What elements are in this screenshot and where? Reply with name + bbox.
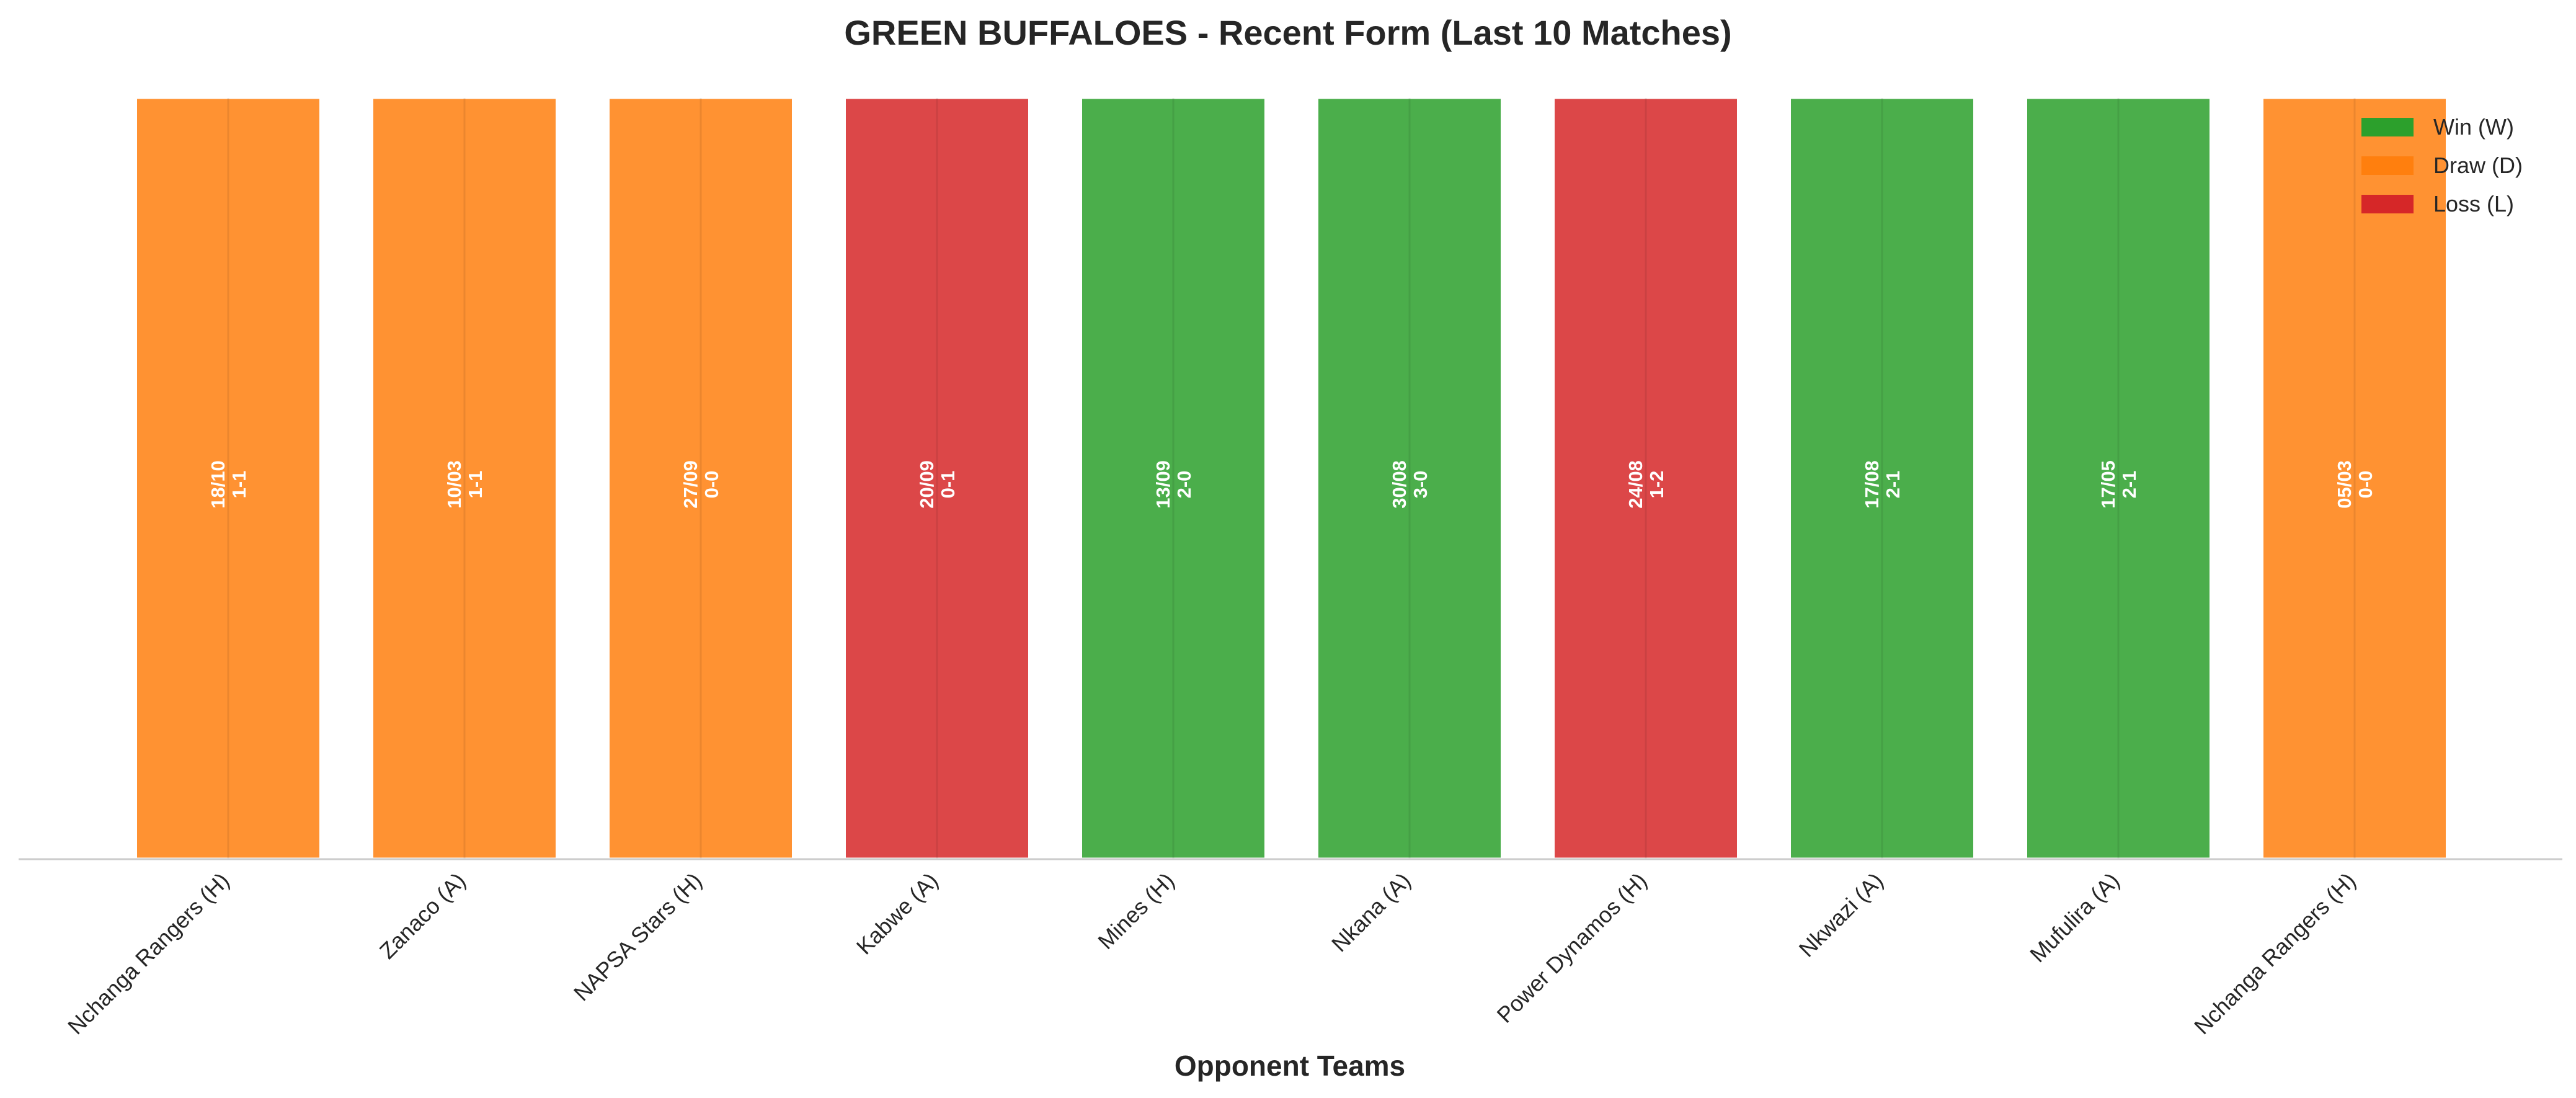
bar-label-score: 3-0: [1410, 471, 1431, 499]
bar-2: [371, 97, 557, 860]
x-tick-label: Mufulira (A): [2025, 868, 2125, 968]
bars-group: 18/101-1 10/031-1 27/090-0 20/090-1 13/092-0…: [135, 97, 2448, 860]
bar-label: 20/090-1: [916, 460, 959, 509]
x-tick-label: Nkwazi (A): [1794, 868, 1888, 962]
bar-label-date: 10/03: [443, 460, 465, 509]
x-tick-label: Nkana (A): [1326, 868, 1416, 957]
x-tick-labels: Nchanga Rangers (H) Zanaco (A) NAPSA Stars…: [63, 868, 2361, 1040]
bar-label: 17/052-1: [2097, 460, 2140, 509]
legend-swatch-l: [2361, 195, 2414, 213]
bar-4: [844, 97, 1030, 860]
bar-3: [608, 97, 794, 860]
legend-label-d: Draw (D): [2433, 153, 2523, 178]
bar-10: [2262, 97, 2448, 860]
chart-title: GREEN BUFFALOES - Recent Form (Last 10 M…: [844, 13, 1731, 52]
bar-1: [135, 97, 321, 860]
bar-label-date: 05/03: [2334, 460, 2355, 509]
bar-label-score: 1-1: [464, 471, 486, 499]
bar-label-score: 0-1: [937, 471, 959, 499]
legend-label-w: Win (W): [2433, 114, 2514, 140]
bar-label: 17/082-1: [1861, 460, 1904, 509]
bar-label-score: 2-1: [2118, 471, 2140, 499]
bar-label-date: 20/09: [916, 460, 938, 509]
bar-7: [1553, 97, 1739, 860]
bar-label-score: 1-1: [228, 471, 250, 499]
x-axis-label: Opponent Teams: [1175, 1050, 1405, 1082]
bar-label-date: 24/08: [1625, 460, 1646, 509]
bar-label-score: 2-1: [1882, 471, 1904, 499]
bar-label: 05/030-0: [2334, 460, 2376, 509]
bar-label: 24/081-2: [1625, 460, 1668, 509]
bar-label-date: 18/10: [207, 460, 229, 509]
bar-label-date: 27/09: [680, 460, 701, 509]
bar-label: 18/101-1: [207, 460, 250, 509]
legend-swatch-w: [2361, 118, 2414, 136]
x-tick-label: Zanaco (A): [375, 868, 471, 964]
bar-label-date: 13/09: [1152, 460, 1174, 509]
legend-swatch-d: [2361, 156, 2414, 175]
bar-label: 27/090-0: [680, 460, 722, 509]
x-tick-label: Nchanga Rangers (H): [63, 868, 234, 1040]
bar-label-score: 1-2: [1646, 471, 1668, 499]
bar-label-date: 30/08: [1388, 460, 1410, 509]
bar-label-date: 17/08: [1861, 460, 1883, 509]
bar-label: 13/092-0: [1152, 460, 1195, 509]
bar-label-score: 2-0: [1173, 471, 1195, 499]
x-tick-label: Mines (H): [1093, 868, 1179, 954]
bar-label: 30/083-0: [1388, 460, 1431, 509]
bar-label-score: 0-0: [2355, 471, 2376, 499]
bar-6: [1317, 97, 1503, 860]
bar-label: 10/031-1: [443, 460, 486, 509]
x-tick-label: Kabwe (A): [851, 868, 943, 960]
bar-label-score: 0-0: [701, 471, 722, 499]
x-tick-label: NAPSA Stars (H): [569, 868, 707, 1006]
x-tick-label: Nchanga Rangers (H): [2189, 868, 2361, 1040]
bar-label-date: 17/05: [2097, 460, 2119, 509]
legend-label-l: Loss (L): [2433, 191, 2514, 216]
x-tick-label: Power Dynamos (H): [1492, 868, 1652, 1028]
legend: Win (W) Draw (D) Loss (L): [2361, 114, 2523, 216]
bar-5: [1080, 97, 1266, 860]
